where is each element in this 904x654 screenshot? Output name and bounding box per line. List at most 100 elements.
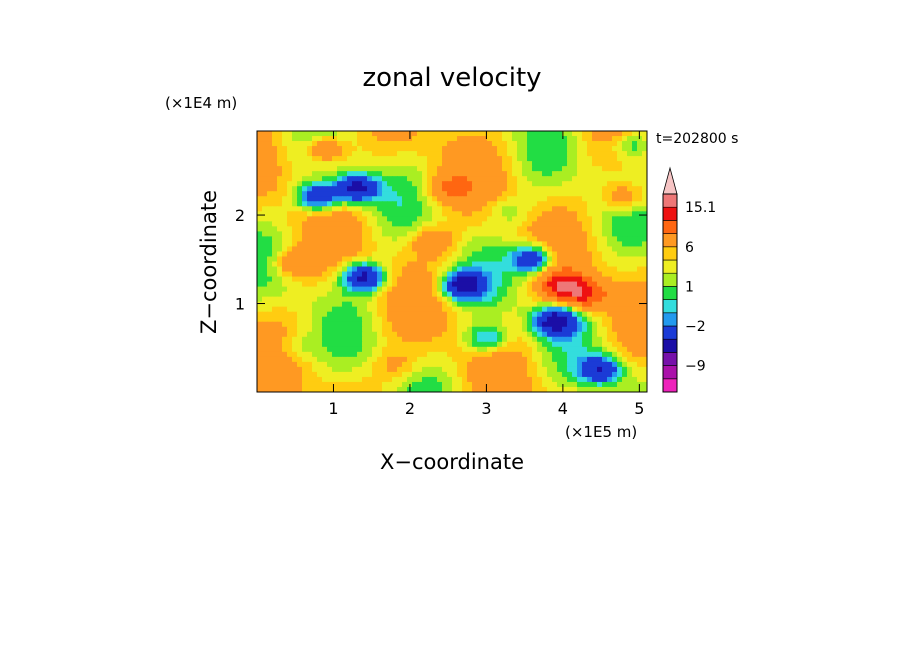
field-cell (532, 186, 538, 192)
field-cell (372, 326, 378, 333)
field-cell (507, 276, 513, 283)
field-cell (307, 356, 313, 363)
field-cell (607, 276, 613, 283)
field-cell (282, 311, 288, 318)
field-cell (312, 276, 318, 283)
field-cell (607, 341, 613, 348)
field-cell (592, 281, 598, 288)
field-cell (382, 251, 388, 258)
field-cell (637, 236, 643, 243)
field-cell (582, 321, 588, 328)
field-cell (467, 291, 473, 298)
field-cell (342, 196, 348, 202)
field-cell (452, 161, 458, 167)
field-cell (382, 351, 388, 358)
field-cell (267, 306, 273, 313)
field-cell (522, 146, 528, 152)
field-cell (287, 196, 293, 202)
field-cell (627, 241, 633, 248)
field-cell (497, 221, 503, 227)
field-cell (582, 241, 588, 248)
field-cell (302, 246, 308, 253)
field-cell (387, 216, 393, 222)
field-cell (607, 271, 613, 278)
field-cell (587, 301, 593, 308)
field-cell (567, 136, 573, 142)
field-cell (322, 301, 328, 308)
field-cell (427, 216, 433, 222)
field-cell (277, 356, 283, 363)
field-cell (532, 191, 538, 197)
field-cell (572, 141, 578, 147)
field-cell (367, 251, 373, 258)
field-cell (642, 321, 647, 328)
field-cell (447, 376, 453, 383)
field-cell (342, 236, 348, 243)
field-cell (272, 306, 278, 313)
field-cell (627, 156, 633, 162)
field-cell (522, 271, 528, 278)
field-cell (322, 241, 328, 248)
field-cell (362, 211, 368, 217)
field-cell (432, 251, 438, 258)
field-cell (322, 176, 328, 182)
field-cell (347, 141, 353, 147)
field-cell (627, 191, 633, 197)
field-cell (277, 191, 283, 197)
field-cell (367, 176, 373, 182)
field-cell (567, 286, 573, 293)
field-cell (257, 351, 263, 358)
field-cell (467, 186, 473, 192)
field-cell (462, 196, 468, 202)
field-cell (577, 266, 583, 273)
field-cell (562, 326, 568, 333)
field-cell (617, 226, 623, 232)
field-cell (622, 341, 628, 348)
field-cell (442, 211, 448, 217)
field-cell (382, 131, 388, 137)
field-cell (362, 141, 368, 147)
field-cell (507, 206, 513, 212)
field-cell (472, 331, 478, 338)
field-cell (642, 156, 647, 162)
field-cell (502, 141, 508, 147)
field-cell (557, 151, 563, 157)
field-cell (387, 296, 393, 303)
field-cell (542, 281, 548, 288)
field-cell (527, 316, 533, 323)
field-cell (257, 146, 263, 152)
field-cell (502, 156, 508, 162)
field-cell (612, 291, 618, 298)
field-cell (547, 226, 553, 232)
field-cell (452, 171, 458, 177)
field-cell (447, 296, 453, 303)
field-cell (292, 176, 298, 182)
field-cell (587, 201, 593, 207)
field-cell (572, 291, 578, 298)
field-cell (387, 226, 393, 232)
field-cell (432, 161, 438, 167)
field-cell (432, 281, 438, 288)
field-cell (597, 376, 603, 383)
field-cell (517, 356, 523, 363)
field-cell (372, 151, 378, 157)
field-cell (297, 246, 303, 253)
field-cell (632, 226, 638, 232)
field-cell (257, 246, 263, 253)
field-cell (387, 311, 393, 318)
field-cell (522, 191, 528, 197)
field-cell (282, 306, 288, 313)
field-cell (342, 231, 348, 237)
field-cell (317, 256, 323, 263)
field-cell (287, 156, 293, 162)
field-cell (357, 231, 363, 237)
field-cell (362, 231, 368, 237)
field-cell (442, 366, 448, 373)
field-cell (307, 196, 313, 202)
field-cell (352, 206, 358, 212)
field-cell (357, 351, 363, 358)
field-cell (442, 181, 448, 187)
field-cell (267, 371, 273, 378)
field-cell (467, 281, 473, 288)
field-cell (272, 336, 278, 343)
